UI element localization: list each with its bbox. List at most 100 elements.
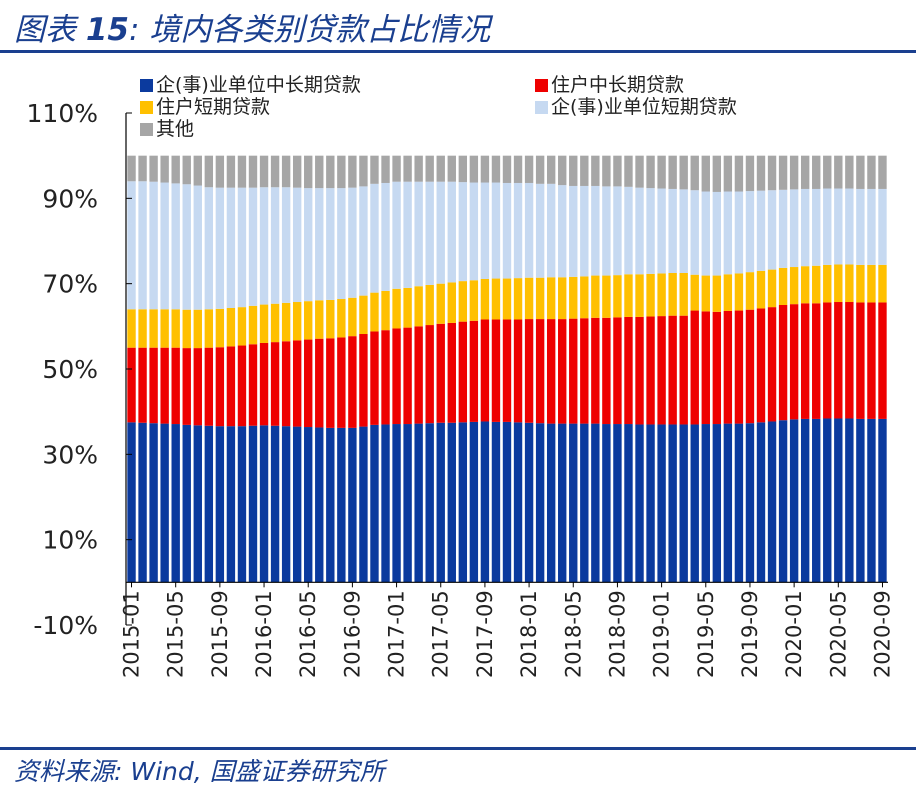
bar-segment-1-19 [337, 337, 346, 428]
bar-segment-0-40 [569, 423, 578, 583]
bar-segment-2-34 [502, 278, 512, 320]
bar-segment-0-24 [392, 424, 401, 583]
bar-segment-0-52 [701, 424, 710, 583]
bar-segment-1-10 [237, 345, 247, 427]
bar-segment-0-51 [690, 424, 699, 583]
bar-segment-3-13 [270, 187, 280, 304]
bar-segment-1-12 [259, 342, 269, 426]
bar-segment-1-60 [789, 304, 799, 420]
bar-segment-0-10 [237, 426, 247, 583]
bar-segment-4-3 [160, 155, 169, 183]
bar-segment-4-57 [756, 155, 766, 191]
bar-segment-0-32 [480, 421, 490, 583]
x-tick-label: 2017-01 [385, 590, 409, 678]
bar-segment-0-55 [734, 423, 744, 583]
bar-segment-1-40 [569, 318, 578, 424]
bar-segment-2-48 [657, 273, 666, 317]
bar-segment-0-7 [204, 425, 214, 583]
bar-segment-1-37 [535, 319, 545, 424]
bar-segment-2-54 [723, 274, 733, 311]
bar-segment-2-39 [558, 277, 567, 320]
bar-segment-0-60 [789, 419, 799, 583]
bar-segment-1-49 [668, 315, 677, 425]
bar-segment-2-21 [359, 295, 368, 335]
bar-segment-4-39 [558, 155, 567, 186]
bar-segment-0-39 [558, 423, 567, 583]
bar-segment-0-48 [657, 424, 666, 583]
bar-segment-4-37 [535, 155, 545, 184]
bar-segment-3-59 [778, 189, 788, 268]
x-tick-label: 2018-09 [605, 590, 629, 678]
bar-segment-3-40 [569, 185, 578, 277]
bar-segment-1-25 [403, 327, 412, 425]
bar-segment-2-0 [127, 309, 136, 348]
bar-segment-1-3 [160, 347, 169, 424]
x-tick-label: 2019-01 [650, 590, 674, 678]
bar-segment-3-29 [447, 181, 456, 283]
bar-segment-3-46 [635, 187, 644, 275]
bar-segment-3-7 [204, 187, 214, 310]
bar-segment-0-28 [436, 422, 445, 583]
bar-segment-4-48 [657, 155, 666, 189]
bar-segment-1-11 [248, 344, 258, 426]
bar-segment-4-35 [513, 155, 523, 183]
bar-segment-4-24 [392, 155, 401, 182]
bar-segment-4-55 [734, 155, 744, 192]
x-tick-label: 2021-01 [915, 590, 916, 678]
x-tick-label: 2020-01 [782, 590, 806, 678]
bar-segment-4-10 [237, 155, 247, 188]
bar-segment-3-55 [734, 191, 744, 274]
bar-segment-0-6 [193, 425, 202, 583]
x-tick-label: 2016-09 [340, 590, 364, 678]
bar-segment-1-0 [127, 347, 136, 423]
bar-segment-4-13 [270, 155, 280, 188]
bar-segment-3-68 [878, 188, 887, 265]
bar-segment-1-27 [425, 325, 434, 424]
bar-segment-2-58 [767, 269, 777, 308]
x-tick-label: 2017-09 [473, 590, 497, 678]
x-tick-label: 2015-05 [164, 590, 188, 678]
bar-segment-2-8 [215, 308, 225, 348]
bar-segment-1-55 [734, 310, 744, 424]
bar-segment-4-25 [403, 155, 412, 182]
bar-segment-4-64 [834, 155, 843, 189]
bar-segment-2-5 [182, 309, 191, 349]
bar-segment-1-34 [502, 319, 512, 422]
bar-segment-3-39 [558, 185, 567, 278]
bar-segment-0-43 [602, 424, 611, 583]
bar-segment-1-50 [679, 315, 688, 425]
bar-segment-2-53 [712, 275, 722, 312]
bar-segment-0-61 [800, 418, 810, 583]
bar-segment-0-35 [513, 422, 523, 583]
bar-segment-1-23 [381, 330, 390, 425]
title-divider [0, 50, 916, 53]
bar-segment-2-28 [436, 283, 445, 324]
bar-segment-0-59 [778, 420, 788, 583]
bar-segment-1-66 [856, 302, 865, 419]
bar-segment-1-57 [756, 308, 766, 423]
bar-segment-2-35 [513, 278, 523, 320]
source-note: 资料来源: Wind, 国盛证券研究所 [14, 757, 385, 786]
bar-segment-2-41 [580, 276, 589, 319]
bar-segment-0-58 [767, 421, 777, 583]
bar-segment-4-40 [569, 155, 578, 186]
bar-segment-1-33 [491, 319, 501, 422]
bar-segment-3-58 [767, 190, 777, 270]
bar-segment-3-65 [845, 188, 854, 265]
bar-segment-4-11 [248, 155, 258, 188]
bar-segment-2-7 [204, 309, 214, 348]
bar-segment-2-18 [326, 299, 335, 339]
bar-segment-2-37 [535, 277, 545, 320]
bar-segment-3-20 [348, 187, 357, 298]
bar-segment-0-67 [867, 418, 876, 583]
x-tick-label: 2015-09 [208, 590, 232, 678]
bar-segment-2-20 [348, 297, 357, 337]
bar-segment-3-45 [624, 186, 633, 275]
bar-segment-3-31 [469, 182, 479, 281]
bar-segment-2-12 [259, 304, 269, 343]
bar-segment-2-25 [403, 287, 412, 328]
bar-segment-3-28 [436, 181, 445, 284]
bar-segment-3-57 [756, 190, 766, 271]
bar-segment-2-40 [569, 276, 578, 319]
